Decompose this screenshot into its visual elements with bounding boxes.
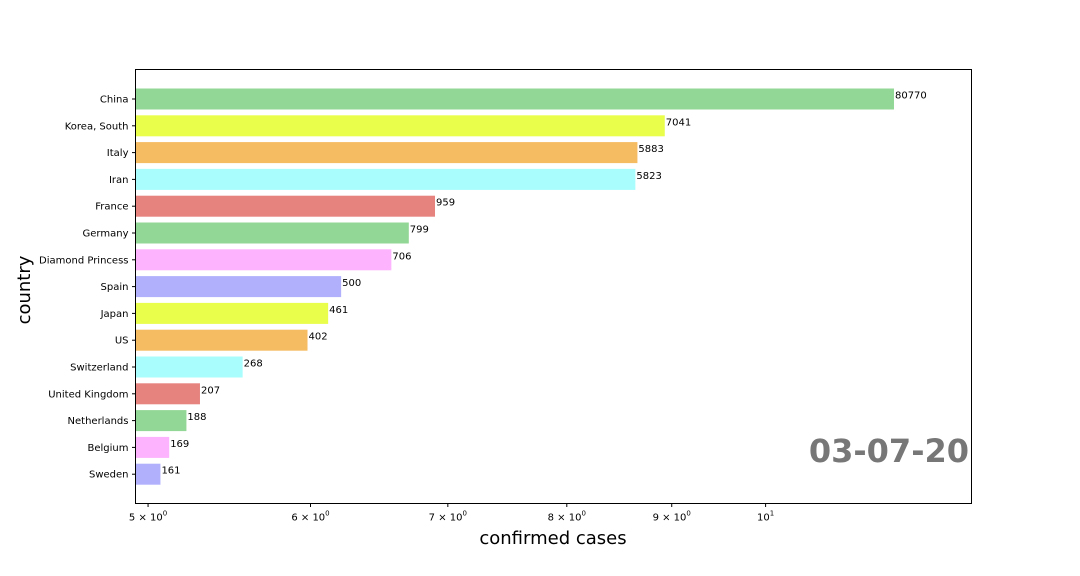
category-label: Japan — [100, 309, 129, 320]
bar-7 — [135, 276, 342, 298]
category-label: Switzerland — [70, 363, 128, 374]
value-label: 402 — [309, 332, 328, 343]
bar-10 — [135, 356, 243, 378]
value-label: 161 — [161, 466, 180, 477]
date-label: 03-07-20 — [809, 432, 969, 470]
category-label: Sweden — [89, 470, 129, 481]
bar-8 — [135, 302, 329, 324]
category-label: US — [115, 336, 129, 347]
x-tick-label: 5 × 100 — [129, 510, 167, 524]
category-label: Diamond Princess — [39, 255, 128, 266]
value-label: 7041 — [666, 117, 691, 128]
plot-frame — [135, 69, 972, 504]
x-tick-label: 101 — [757, 510, 774, 524]
bar-1 — [135, 115, 665, 137]
value-label: 268 — [244, 359, 263, 370]
category-labels: China Korea, South Italy Iran France Germany D… — [39, 95, 136, 481]
bar-6 — [135, 249, 392, 271]
category-label: Iran — [109, 175, 129, 186]
x-tick-label: 7 × 100 — [429, 510, 467, 524]
category-label: Korea, South — [65, 121, 129, 132]
bars-group — [135, 88, 894, 485]
x-axis-label: confirmed cases — [479, 528, 626, 549]
value-label: 188 — [187, 412, 206, 423]
bar-14 — [135, 463, 161, 485]
category-label: United Kingdom — [48, 389, 128, 400]
bar-3 — [135, 168, 636, 190]
bar-13 — [135, 436, 170, 458]
value-label: 461 — [329, 305, 348, 316]
category-label: Italy — [107, 148, 129, 159]
value-label: 5883 — [638, 144, 663, 155]
category-label: Germany — [83, 229, 129, 240]
value-label: 500 — [342, 278, 361, 289]
x-tick-label: 6 × 100 — [291, 510, 329, 524]
y-axis-label: country — [14, 255, 35, 324]
x-axis-ticks: 5 × 100 6 × 100 7 × 100 8 × 100 9 × 100 101 — [129, 503, 774, 524]
category-label: China — [100, 95, 129, 106]
value-label: 799 — [410, 225, 429, 236]
category-label: Belgium — [88, 443, 129, 454]
value-label: 80770 — [895, 91, 927, 102]
value-labels: 80770 7041 5883 5823 959 799 706 500 461 402 268 20… — [161, 91, 926, 477]
x-tick-label: 8 × 100 — [548, 510, 586, 524]
category-label: Netherlands — [68, 416, 129, 427]
value-label: 706 — [392, 251, 411, 262]
value-label: 5823 — [636, 171, 661, 182]
bar-9 — [135, 329, 308, 351]
bar-11 — [135, 383, 200, 405]
value-label: 169 — [170, 439, 189, 450]
category-label: France — [95, 202, 128, 213]
value-label: 207 — [201, 385, 220, 396]
x-tick-label: 9 × 100 — [653, 510, 691, 524]
value-label: 959 — [436, 198, 455, 209]
bar-0 — [135, 88, 894, 110]
bar-2 — [135, 142, 638, 164]
category-label: Spain — [101, 282, 129, 293]
bar-4 — [135, 195, 436, 217]
bar-5 — [135, 222, 409, 244]
bar-12 — [135, 410, 187, 432]
